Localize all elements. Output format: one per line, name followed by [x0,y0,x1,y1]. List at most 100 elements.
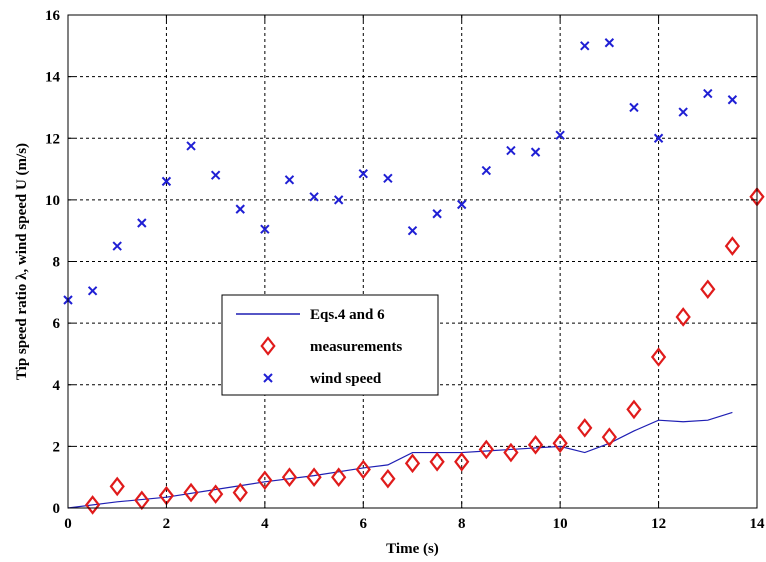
x-tick-label: 12 [651,516,666,532]
wind-speed-point [284,175,295,185]
wind-speed-point [112,241,122,251]
wind-speed-point [457,199,467,210]
wind-speed-point-stroke-b [235,204,245,214]
measurement-point [183,482,199,503]
legend-cross-swatch [263,373,273,383]
y-tick-label: 14 [45,70,61,86]
wind-speed-point-stroke-b [161,176,172,187]
wind-speed-point-stroke-b [333,195,344,205]
wind-speed-point-stroke-b [457,199,467,210]
wind-speed-point [407,225,418,236]
series-line-eqs [67,411,733,509]
wind-speed-point [333,195,344,205]
wind-speed-point [137,218,147,228]
measurement-point [478,439,494,460]
wind-speed-point-stroke-b [186,141,196,151]
y-tick-label: 12 [45,131,60,147]
x-tick-label: 4 [261,516,269,532]
wind-speed-point-stroke-b [432,209,442,219]
wind-speed-point-stroke-b [309,192,319,202]
wind-speed-point [678,107,688,117]
measurement-point [331,467,347,487]
wind-speed-point-stroke-b [555,130,565,140]
x-axis-title: Time (s) [386,541,439,557]
wind-speed-point-stroke-b [358,168,368,179]
y-tick-label: 16 [45,8,61,24]
wind-speed-point [481,165,492,176]
ticks: 0 2 4 6 8 10 12 14 0 2 4 6 8 10 12 14 16 [45,8,765,532]
x-tick-label: 6 [360,516,368,532]
wind-speed-point [555,130,565,140]
wind-speed-point [727,95,738,105]
wind-speed-point-stroke-b [260,224,270,234]
wind-speed-point [580,41,590,51]
measurement-point [626,399,642,420]
y-tick-label: 10 [45,193,60,209]
wind-speed-point [432,209,442,219]
grid [68,15,757,508]
wind-speed-point-stroke-b [137,218,147,228]
measurement-point [650,347,667,367]
wind-speed-point-stroke-b [653,133,664,143]
measurement-point [601,427,617,447]
wind-speed-point [653,133,664,143]
measurement-point [84,495,101,515]
wind-speed-point [260,224,270,234]
legend-cross-marker [263,373,273,383]
legend-diamond-marker [260,336,276,356]
wind-speed-point-stroke-b [210,170,221,180]
measurement-point [281,467,298,487]
measurement-point [355,459,371,480]
measurement-point [675,307,691,327]
measurement-point [454,451,470,472]
wind-speed-point-stroke-b [284,175,295,185]
wind-speed-point-stroke-b [703,88,713,99]
x-tick-label: 0 [64,516,72,532]
wind-speed-point-stroke-b [530,147,541,157]
measurement-point [577,418,593,438]
wind-speed-point-stroke-b [604,38,615,48]
measurement-point [109,476,125,497]
wind-speed-point-stroke-b [727,95,738,105]
wind-speed-point-stroke-b [112,241,122,251]
measurement-point [724,236,741,256]
measurement-point [503,442,519,463]
wind-speed-point [383,173,393,184]
measurement-point [552,433,568,454]
legend-label-measurements: measurements [310,339,402,355]
wind-speed-point [703,88,713,99]
legend-diamond-swatch [260,336,276,356]
y-tick-label: 0 [53,501,61,517]
y-tick-label: 4 [53,378,61,394]
y-tick-label: 8 [53,255,61,271]
wind-speed-point-stroke-b [481,165,492,176]
x-tick-label: 14 [750,516,766,532]
x-tick-label: 8 [458,516,466,532]
measurement-point [208,484,224,504]
wind-speed-point [530,147,541,157]
wind-speed-point [87,286,98,296]
wind-speed-point [210,170,221,180]
wind-speed-point-stroke-b [87,286,98,296]
wind-speed-point-stroke-b [383,173,393,184]
x-tick-label: 2 [163,516,171,532]
measurement-point [306,467,322,487]
measurement-point [257,470,273,491]
measurement-point [700,279,716,300]
legend-box [221,294,439,396]
y-axis-title: Tip speed ratio λ, wind speed U (m/s) [14,143,30,380]
wind-speed-point-stroke-b [678,107,688,117]
wind-speed-point [161,176,172,187]
legend: Eqs.4 and 6 measurements wind speed [221,294,439,396]
y-tick-label: 6 [53,316,61,332]
measurement-point [404,453,421,474]
wind-speed-point [309,192,319,202]
wind-speed-point [506,145,516,156]
wind-speed-point [186,141,196,151]
wind-speed-point-stroke-b [506,145,516,156]
x-tick-label: 10 [553,516,568,532]
wind-speed-point-stroke-b [580,41,590,51]
measurement-point [380,468,396,489]
wind-speed-point-stroke-b [629,102,639,113]
